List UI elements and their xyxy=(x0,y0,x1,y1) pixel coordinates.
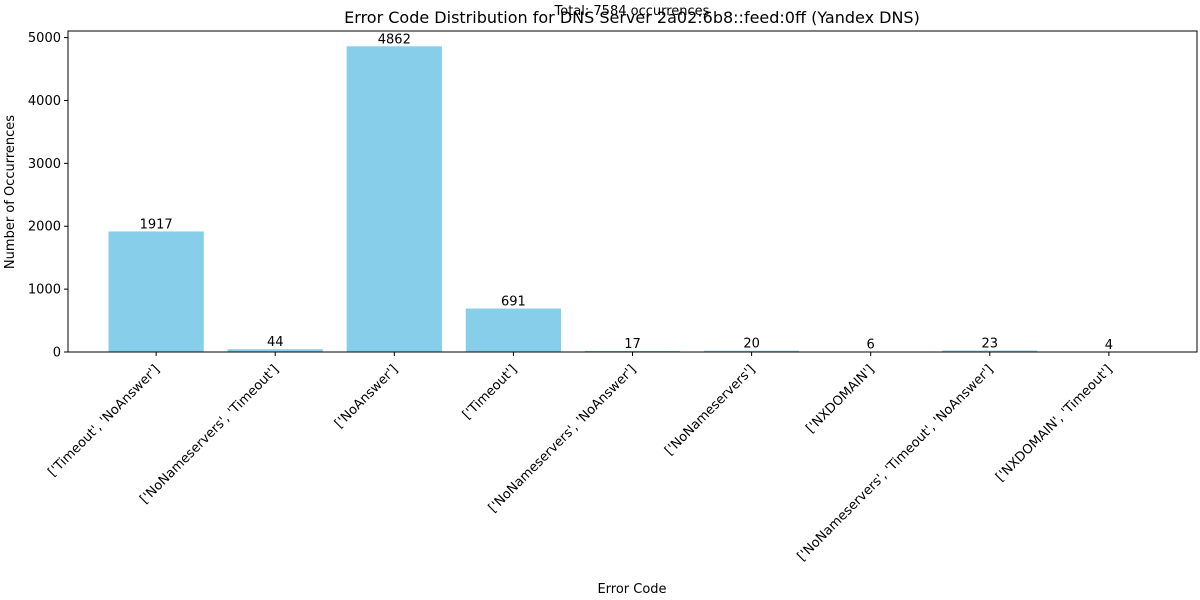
data-label: 17 xyxy=(624,337,641,352)
bar xyxy=(108,231,204,352)
chart-title: Error Code Distribution for DNS Server 2… xyxy=(344,8,920,27)
data-label: 4862 xyxy=(378,32,411,47)
x-tick-label: ['Timeout'] xyxy=(460,362,520,422)
chart-subtitle: Total: 7584 occurrences xyxy=(554,4,710,19)
data-label: 20 xyxy=(743,337,760,352)
data-label: 4 xyxy=(1105,338,1113,353)
data-label: 1917 xyxy=(140,217,173,232)
data-label: 6 xyxy=(867,338,875,353)
y-tick-label: 4000 xyxy=(28,94,61,109)
y-tick-label: 0 xyxy=(53,346,61,361)
plot-frame xyxy=(67,30,1198,353)
y-axis-label: Number of Occurrences xyxy=(3,115,18,269)
data-label: 691 xyxy=(501,295,526,310)
x-tick-label: ['NoNameservers', 'Timeout'] xyxy=(137,362,282,507)
x-tick-label: ['NXDOMAIN'] xyxy=(803,362,877,436)
x-tick-label: ['Timeout', 'NoAnswer'] xyxy=(45,362,163,480)
x-tick-label: ['NoNameservers'] xyxy=(662,362,758,458)
bar xyxy=(346,46,442,352)
y-tick-label: 5000 xyxy=(28,31,61,46)
x-axis-label: Error Code xyxy=(597,582,666,597)
x-tick-label: ['NoNameservers', 'Timeout', 'NoAnswer'] xyxy=(795,362,997,564)
bar xyxy=(465,308,562,352)
bar xyxy=(227,349,323,352)
data-label: 23 xyxy=(982,337,999,352)
x-tick-label: ['NoAnswer'] xyxy=(332,362,401,431)
bar xyxy=(703,350,800,352)
bar xyxy=(584,350,681,352)
y-tick-label: 1000 xyxy=(28,283,61,298)
data-label: 44 xyxy=(267,335,284,350)
y-tick-label: 3000 xyxy=(28,157,61,172)
x-tick-label: ['NXDOMAIN', 'Timeout'] xyxy=(993,362,1116,485)
bar xyxy=(942,350,1038,352)
plot-area: 0 1000 2000 3000 4000 5000 ['Timeout', 'NoAnsw… xyxy=(28,30,1198,564)
x-tick-label: ['NoNameservers', 'NoAnswer'] xyxy=(486,362,640,516)
y-tick-label: 2000 xyxy=(28,220,61,235)
